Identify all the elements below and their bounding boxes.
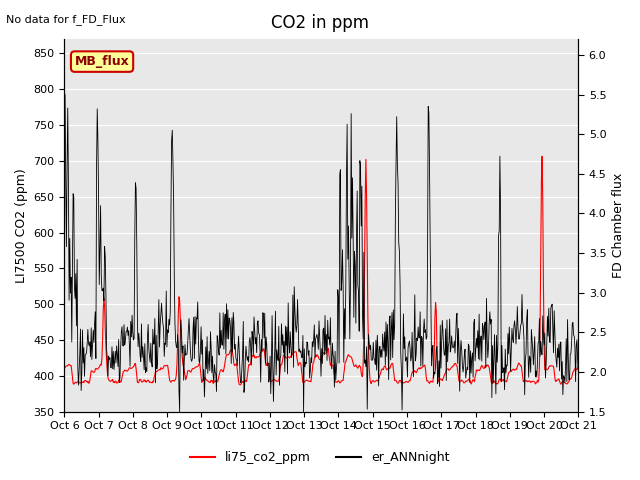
Text: MB_flux: MB_flux: [75, 55, 129, 68]
Text: No data for f_FD_Flux: No data for f_FD_Flux: [6, 14, 126, 25]
Text: CO2 in ppm: CO2 in ppm: [271, 14, 369, 33]
Legend: li75_co2_ppm, er_ANNnight: li75_co2_ppm, er_ANNnight: [186, 446, 454, 469]
Y-axis label: FD Chamber flux: FD Chamber flux: [612, 173, 625, 278]
Y-axis label: LI7500 CO2 (ppm): LI7500 CO2 (ppm): [15, 168, 28, 283]
